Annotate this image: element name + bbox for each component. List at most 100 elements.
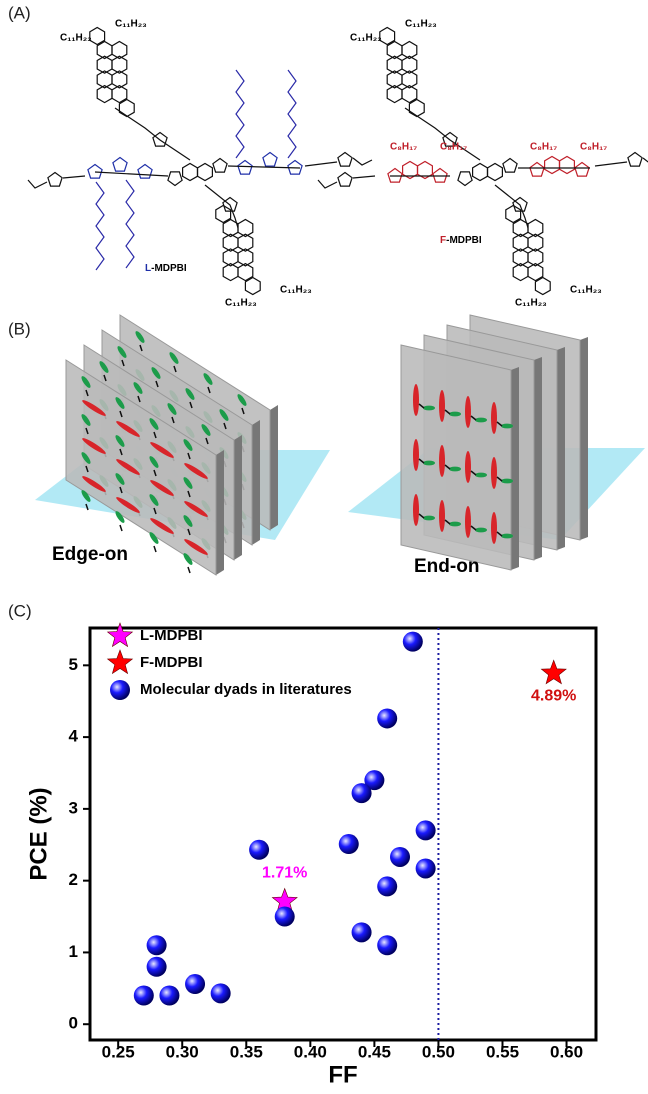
alkyl-label: C₁₁H₂₃	[115, 19, 147, 30]
molecule-acceptor	[475, 418, 487, 423]
molecule-donor	[491, 402, 497, 434]
legend-label: Molecular dyads in literatures	[140, 681, 352, 698]
molecule-name: F-MDPBI	[440, 235, 482, 246]
alkyl-label: C₈H₁₇	[580, 142, 607, 153]
value-label: 4.89%	[531, 687, 576, 704]
molecule-donor	[465, 506, 471, 538]
ring	[488, 164, 503, 181]
molecule-donor	[413, 439, 419, 471]
molecule-donor	[413, 494, 419, 526]
molecule-donor	[439, 390, 445, 422]
alkyl-label: C₁₁H₂₃	[570, 285, 602, 296]
bond	[236, 70, 244, 158]
molecule-donor	[491, 512, 497, 544]
ring	[409, 100, 424, 117]
molecule-donor	[491, 457, 497, 489]
ring	[216, 206, 231, 223]
ring	[433, 169, 447, 183]
x-tick-label: 0.25	[102, 1042, 135, 1061]
legend-label: L-MDPBI	[140, 627, 203, 644]
figure: (A) (B) (C) C₁₁H₂₃C₁₁H₂₃C₁₁H₂₃C₁₁H₂₃L-MD…	[0, 0, 648, 1089]
name-suffix: -MDPBI	[446, 235, 482, 246]
x-tick-label: 0.45	[358, 1042, 391, 1061]
alkyl-label: C₁₁H₂₃	[280, 285, 312, 296]
bond	[318, 180, 337, 188]
plate-edge	[234, 435, 242, 560]
ring	[458, 172, 472, 186]
molecule-structures: C₁₁H₂₃C₁₁H₂₃C₁₁H₂₃C₁₁H₂₃L-MDPBIC₁₁H₂₃C₁₁…	[28, 19, 648, 309]
packing-schematic: Edge-on End-on	[35, 315, 645, 577]
bond	[126, 180, 134, 268]
sphere-marker	[390, 847, 410, 867]
alkyl-label: C₈H₁₇	[440, 142, 467, 153]
ring	[503, 159, 517, 173]
sphere-marker	[377, 876, 397, 896]
ring	[90, 28, 105, 45]
star-marker	[108, 650, 133, 674]
x-tick-label: 0.40	[294, 1042, 327, 1061]
ring	[245, 278, 260, 295]
plate-edge	[557, 347, 565, 550]
ring	[473, 164, 488, 181]
bond	[353, 176, 375, 178]
molecule: C₁₁H₂₃C₁₁H₂₃C₁₁H₂₃C₁₁H₂₃L-MDPBI	[28, 19, 372, 309]
x-tick-label: 0.30	[166, 1042, 199, 1061]
ring	[48, 173, 62, 187]
bond	[288, 70, 296, 158]
ring	[545, 157, 560, 174]
alkyl-label: C₈H₁₇	[390, 142, 417, 153]
y-axis-title: PCE (%)	[25, 787, 52, 880]
y-tick-label: 5	[69, 655, 78, 674]
sphere-marker	[352, 783, 372, 803]
sphere-marker	[377, 935, 397, 955]
x-tick-label: 0.60	[550, 1042, 583, 1061]
alkyl-label: C₁₁H₂₃	[405, 19, 437, 30]
x-tick-label: 0.50	[422, 1042, 455, 1061]
plate-edge	[580, 337, 588, 540]
sphere-marker	[249, 840, 269, 860]
ring	[213, 159, 227, 173]
sphere-marker	[110, 680, 130, 700]
molecule-name: L-MDPBI	[145, 263, 187, 274]
alkyl-label: C₈H₁₇	[530, 142, 557, 153]
legend-label: F-MDPBI	[140, 654, 203, 671]
sphere-marker	[185, 974, 205, 994]
y-tick-label: 1	[69, 942, 78, 961]
sphere-marker	[416, 858, 436, 878]
plate-edge	[252, 420, 260, 545]
sphere-marker	[134, 985, 154, 1005]
caption: Edge-on	[52, 544, 128, 565]
ring	[138, 165, 152, 179]
linker	[120, 525, 122, 531]
sphere-marker	[377, 708, 397, 728]
sphere-marker	[352, 922, 372, 942]
molecule-acceptor	[423, 406, 435, 411]
y-tick-label: 2	[69, 870, 78, 889]
name-suffix: -MDPBI	[151, 263, 187, 274]
y-tick-label: 3	[69, 798, 78, 817]
ring	[506, 206, 521, 223]
linker	[188, 567, 190, 573]
ring	[119, 100, 134, 117]
bond	[353, 158, 372, 165]
x-tick-label: 0.35	[230, 1042, 263, 1061]
molecule-acceptor	[501, 534, 513, 539]
sphere-marker	[147, 957, 167, 977]
ring	[388, 169, 402, 183]
bond	[595, 162, 627, 166]
molecule-acceptor	[449, 412, 461, 417]
alkyl-label: C₁₁H₂₃	[60, 33, 92, 44]
ring	[530, 163, 544, 177]
sphere-marker	[147, 935, 167, 955]
sphere-marker	[403, 632, 423, 652]
ring	[183, 164, 198, 181]
y-tick-label: 0	[69, 1014, 78, 1033]
bond	[28, 180, 47, 188]
molecule-acceptor	[449, 467, 461, 472]
caption: End-on	[414, 556, 479, 577]
ring	[575, 163, 589, 177]
ring	[113, 158, 127, 172]
bond	[63, 176, 85, 178]
ring	[88, 165, 102, 179]
